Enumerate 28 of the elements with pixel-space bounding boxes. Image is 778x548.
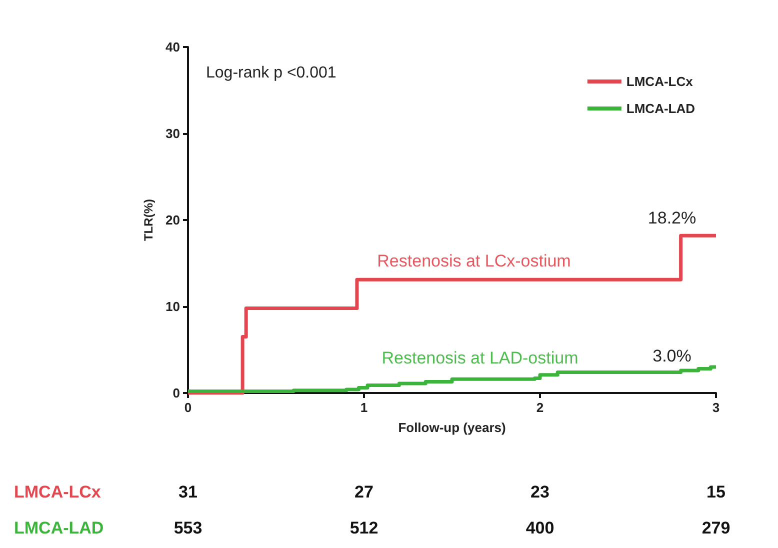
x-tick-label: 3 <box>712 400 720 415</box>
legend-label: LMCA-LAD <box>626 101 695 116</box>
x-tick-label: 0 <box>184 400 192 415</box>
text: 553 <box>174 518 202 538</box>
text: 27 <box>354 482 374 502</box>
x-tick-label: 1 <box>360 400 368 415</box>
y-tick-label: 30 <box>166 126 180 141</box>
y-tick-label: 0 <box>172 386 180 400</box>
annotation: Log-rank p <0.001 <box>206 64 336 82</box>
annotation: 3.0% <box>652 346 692 366</box>
x-axis-title: Follow-up (years) <box>398 420 506 435</box>
text: LMCA-LAD <box>14 518 104 538</box>
text: 15 <box>706 482 726 502</box>
annotation: Restenosis at LCx-ostium <box>377 252 571 270</box>
y-tick-label: 40 <box>166 40 180 54</box>
y-tick-label: 10 <box>166 299 180 314</box>
annotation: Restenosis at LAD-ostium <box>382 348 578 368</box>
text: 512 <box>350 518 378 538</box>
text: 23 <box>530 482 550 502</box>
y-tick-label: 20 <box>166 212 180 228</box>
annotation: 18.2% <box>648 208 696 228</box>
text: 400 <box>526 518 554 538</box>
text: 31 <box>178 482 198 502</box>
text: LMCA-LCx <box>14 482 101 502</box>
legend-label: LMCA-LCx <box>626 74 694 89</box>
text: 279 <box>702 518 730 538</box>
x-tick-label: 2 <box>536 400 544 415</box>
y-axis-title: TLR(%) <box>142 199 156 241</box>
